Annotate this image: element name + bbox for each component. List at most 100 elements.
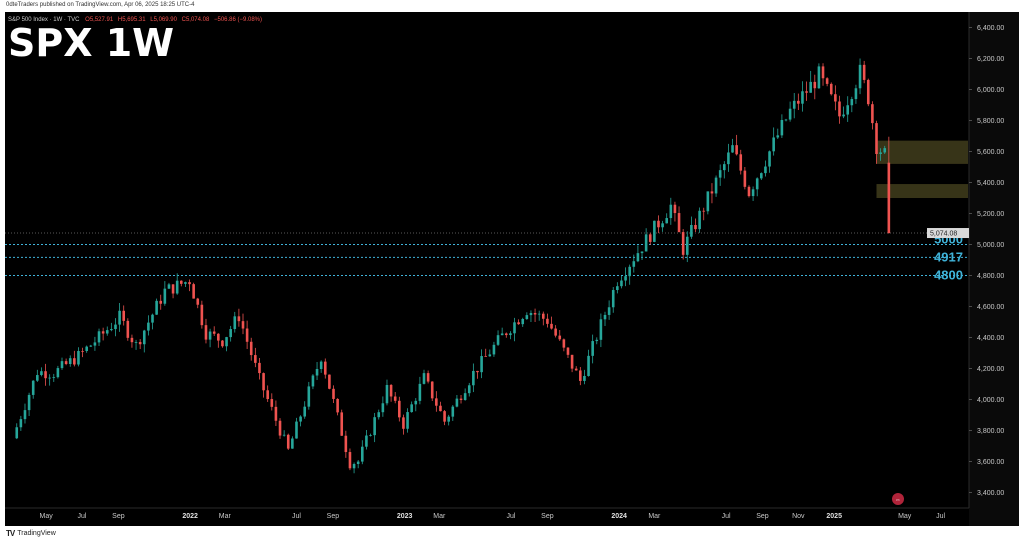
candle-body <box>212 331 216 334</box>
candle-body <box>562 339 566 348</box>
candle-body <box>455 398 459 407</box>
candle-body <box>883 148 887 153</box>
candle-body <box>574 368 578 371</box>
time-tick-label: May <box>40 513 54 520</box>
candle-body <box>402 417 405 429</box>
candle-body <box>40 371 43 376</box>
candle-body <box>385 384 389 404</box>
tradingview-logo-icon: TV <box>6 529 15 538</box>
candle-body <box>447 416 450 422</box>
candle-body <box>56 368 60 378</box>
candle-body <box>286 434 290 449</box>
flag-icon[interactable]: ⇔ <box>892 493 904 505</box>
candle-body <box>480 356 483 373</box>
candle-body <box>702 210 706 212</box>
ohlc-open: O5,527.91 <box>85 17 114 23</box>
candle-body <box>681 232 685 255</box>
candle-body <box>509 333 512 336</box>
svg-text:⇔: ⇔ <box>895 498 901 504</box>
candle-body <box>369 435 372 436</box>
chart-title: SPX 1W <box>8 21 174 65</box>
candle-body <box>533 313 537 315</box>
candle-body <box>229 329 232 338</box>
candle-body <box>398 400 401 418</box>
candle-body <box>665 218 669 224</box>
candle-body <box>558 335 562 340</box>
price-tick-label: 5,000.00 <box>977 242 1004 249</box>
candle-body <box>348 452 352 469</box>
candle-body <box>336 398 339 413</box>
candle-body <box>323 361 327 375</box>
candle-body <box>743 170 747 187</box>
candle-body <box>875 123 878 154</box>
candle-body <box>764 166 767 174</box>
candle-body <box>258 362 261 374</box>
candle-body <box>85 346 88 352</box>
candle-body <box>299 416 302 422</box>
candle-body <box>537 313 541 315</box>
candle-body <box>624 276 627 281</box>
candle-body <box>77 351 80 365</box>
candle-body <box>467 385 471 394</box>
time-tick-label: Sep <box>327 513 340 520</box>
candle-body <box>472 370 475 386</box>
candle-body <box>110 329 113 331</box>
candle-body <box>579 370 582 381</box>
candle-body <box>175 280 179 294</box>
candle-body <box>262 373 265 391</box>
candle-body <box>73 358 76 365</box>
candle-body <box>291 438 294 449</box>
candle-body <box>27 394 31 411</box>
candle-body <box>632 261 636 267</box>
candle-body <box>241 321 245 329</box>
candle-body <box>249 341 253 356</box>
candle-body <box>270 399 274 407</box>
candle-body <box>648 234 652 242</box>
candle-body <box>607 307 611 315</box>
candle-body <box>101 331 105 334</box>
candle-body <box>611 290 615 308</box>
candle-body <box>163 288 167 304</box>
candle-body <box>319 361 323 369</box>
candle-body <box>118 310 121 325</box>
candle-body <box>64 361 68 365</box>
publisher-line: 0dteTraders published on TradingView.com… <box>6 2 195 8</box>
candle-body <box>406 412 409 429</box>
time-axis[interactable]: May Jul Sep 2022 Mar Jul Sep 2023 Mar Jul Sep 2024 M… <box>40 513 946 520</box>
candle-body <box>525 315 529 320</box>
price-axis[interactable]: 3,400.00 3,600.00 3,800.00 4,000.00 4,200.00… <box>969 25 1004 497</box>
price-tick-label: 5,200.00 <box>977 211 1004 218</box>
candle-body <box>722 164 726 171</box>
candle-body <box>529 313 533 316</box>
candle-body <box>862 64 866 80</box>
candle-body <box>266 390 269 400</box>
candle-body <box>134 342 138 343</box>
candle-body <box>179 280 183 284</box>
candle-body <box>595 339 599 342</box>
zone-0 <box>876 140 968 164</box>
candle-body <box>237 316 241 322</box>
time-tick-label: Nov <box>792 513 805 520</box>
candle-body <box>114 324 117 330</box>
candle-body <box>710 191 714 194</box>
candle-body <box>418 383 422 401</box>
tradingview-brand[interactable]: TV TradingView <box>6 529 56 538</box>
price-tick-label: 3,400.00 <box>977 490 1004 497</box>
candle-body <box>410 404 413 413</box>
candle-body <box>616 286 619 291</box>
candle-body <box>591 341 594 356</box>
candle-body <box>541 313 545 319</box>
candle-body <box>871 104 874 124</box>
candle-body <box>377 412 381 418</box>
candle-body <box>295 421 298 439</box>
candle-body <box>89 345 93 347</box>
candle-body <box>389 384 393 397</box>
price-tick-label: 6,400.00 <box>977 25 1004 32</box>
candle-body <box>356 461 360 465</box>
brand-name: TradingView <box>17 530 56 537</box>
candle-body <box>735 145 738 155</box>
candle-body <box>23 410 27 420</box>
level-label-4800: 4800 <box>934 268 963 283</box>
candle-body <box>603 314 607 320</box>
